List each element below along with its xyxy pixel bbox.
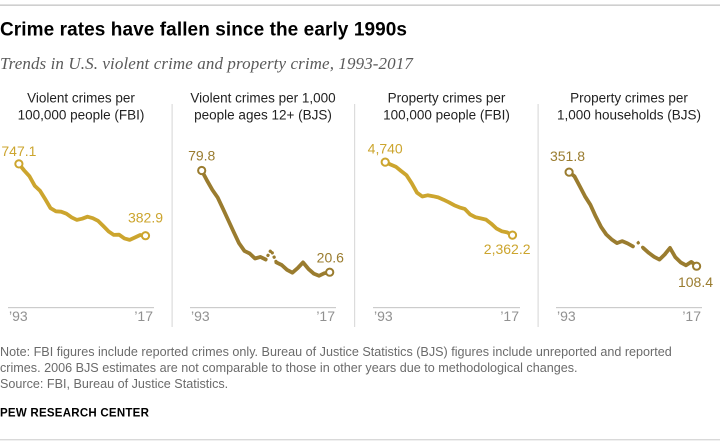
svg-text:108.4: 108.4 bbox=[678, 274, 713, 290]
svg-text:382.9: 382.9 bbox=[128, 210, 163, 226]
svg-text:100,000 people (FBI): 100,000 people (FBI) bbox=[18, 108, 145, 123]
svg-text:’17: ’17 bbox=[316, 308, 335, 324]
svg-text:Trends in U.S. violent crime a: Trends in U.S. violent crime and propert… bbox=[0, 54, 414, 73]
svg-text:people ages 12+ (BJS): people ages 12+ (BJS) bbox=[194, 108, 332, 123]
svg-text:’93: ’93 bbox=[9, 308, 28, 324]
svg-text:Violent crimes per 1,000: Violent crimes per 1,000 bbox=[190, 91, 335, 106]
svg-text:’93: ’93 bbox=[557, 308, 576, 324]
svg-text:4,740: 4,740 bbox=[368, 141, 403, 157]
svg-text:79.8: 79.8 bbox=[188, 148, 215, 164]
svg-text:’93: ’93 bbox=[374, 308, 393, 324]
svg-text:20.6: 20.6 bbox=[317, 250, 344, 266]
svg-text:Violent crimes per: Violent crimes per bbox=[27, 91, 135, 106]
svg-text:’17: ’17 bbox=[500, 308, 519, 324]
svg-text:crimes. 2006 BJS estimates are: crimes. 2006 BJS estimates are not compa… bbox=[0, 361, 578, 375]
svg-text:100,000 people (FBI): 100,000 people (FBI) bbox=[383, 108, 510, 123]
svg-text:1,000 households (BJS): 1,000 households (BJS) bbox=[557, 108, 701, 123]
svg-text:’93: ’93 bbox=[191, 308, 210, 324]
svg-text:PEW RESEARCH CENTER: PEW RESEARCH CENTER bbox=[0, 408, 150, 420]
svg-text:’17: ’17 bbox=[682, 308, 701, 324]
svg-text:747.1: 747.1 bbox=[1, 143, 36, 159]
svg-text:2,362.2: 2,362.2 bbox=[484, 241, 531, 257]
svg-text:Property crimes per: Property crimes per bbox=[570, 91, 688, 106]
svg-text:Note: FBI figures include repo: Note: FBI figures include reported crime… bbox=[0, 345, 672, 359]
svg-text:’17: ’17 bbox=[134, 308, 153, 324]
svg-text:Crime rates have fallen since: Crime rates have fallen since the early … bbox=[0, 20, 407, 41]
svg-text:Source: FBI, Bureau of Justice: Source: FBI, Bureau of Justice Statistic… bbox=[0, 377, 228, 391]
svg-text:351.8: 351.8 bbox=[550, 148, 585, 164]
svg-text:Property crimes per: Property crimes per bbox=[388, 91, 506, 106]
